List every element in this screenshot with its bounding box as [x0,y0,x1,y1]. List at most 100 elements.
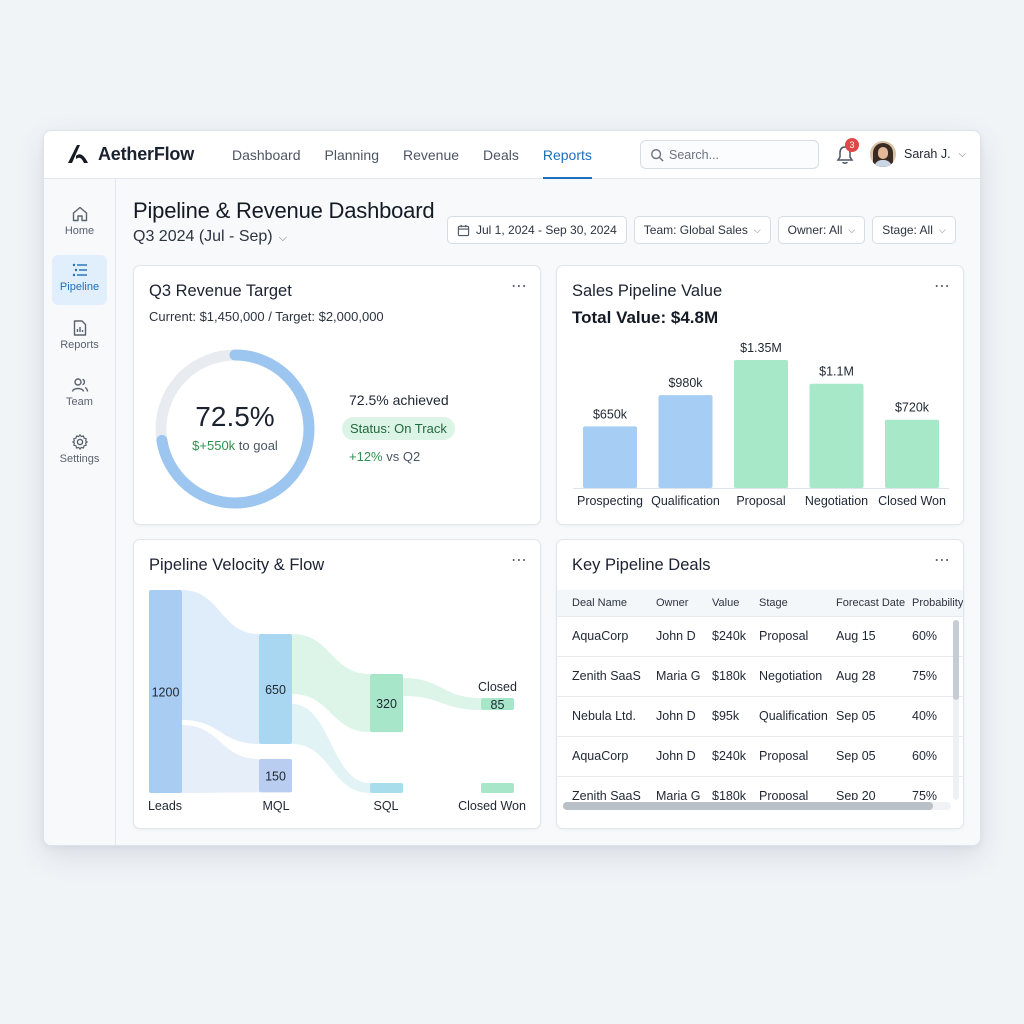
table-cell: $180k [712,775,759,800]
sidebar-item-reports[interactable]: Reports [52,313,107,363]
category-label: Qualification [651,494,720,508]
column-header[interactable]: Forecast Date [836,596,906,609]
card-title: Key Pipeline Deals [572,556,711,574]
flow-leads-to-mql-secondary [182,725,259,793]
flow-node-caption: Closed [478,680,517,694]
brand-logo[interactable]: AetherFlow [66,142,194,166]
more-options-icon[interactable]: ⋯ [511,278,528,295]
nav-item-deals[interactable]: Deals [483,147,519,163]
pipeline-list-icon [72,263,87,277]
table-row[interactable]: AquaCorp John D $240k Proposal Sep 05 60% [557,735,963,776]
flow-node-value: 320 [376,697,397,711]
owner-filter-value: Owner: All [787,223,843,237]
pipeline-total: Total Value: $4.8M [572,308,719,327]
table-cell: $95k [712,695,759,736]
column-header[interactable]: Probability [912,596,964,609]
table-cell: Maria G [656,775,712,800]
date-range-filter[interactable]: Jul 1, 2024 - Sep 30, 2024 [447,216,627,244]
status-badge: Status: On Track [342,417,455,440]
table-row[interactable]: Nebula Ltd. John D $95k Qualification Sep 05… [557,695,963,736]
progress-donut [155,349,315,509]
deals-table: Deal Name Owner Value Stage Forecast Date Pro… [557,590,964,800]
team-icon [71,378,88,392]
column-header[interactable]: Stage [759,596,788,609]
flow-node-leads [149,590,182,793]
donut-progress-arc [155,349,315,509]
more-options-icon[interactable]: ⋯ [511,552,528,569]
bar-value-label: $1.1M [819,365,854,379]
column-header[interactable]: Value [712,596,740,609]
sidebar-item-label: Reports [60,339,99,351]
flow-node-sql [370,674,403,733]
vertical-scrollbar[interactable] [953,620,959,800]
horizontal-scrollbar[interactable] [563,802,951,810]
flow-node-mql [259,634,292,744]
stage-label: Leads [148,799,182,813]
flow-node-value: 1200 [152,686,180,700]
aetherflow-logo-icon [68,145,88,163]
search-box[interactable] [640,140,819,169]
table-header-row: Deal Name Owner Value Stage Forecast Date Pro… [557,590,964,616]
sidebar-item-label: Pipeline [59,281,100,293]
revenue-subtitle: Current: $1,450,000 / Target: $2,000,000 [149,309,384,324]
app-window: AetherFlow Dashboard Planning Revenue Deals… [43,130,981,846]
search-icon [651,149,664,162]
home-icon [72,206,87,222]
search-input[interactable] [669,145,809,165]
period-selector[interactable]: Q3 2024 (Jul - Sep) ⌵ [133,228,287,246]
pipeline-velocity-card: 1200 650 150 320 85 Closed Leads MQL SQL Closed W… [133,539,541,829]
bar-prospecting [583,426,637,488]
team-filter[interactable]: Team: Global Sales ⌵ [633,216,771,244]
table-cell: $240k [712,615,759,656]
scrollbar-thumb[interactable] [953,620,959,700]
sidebar-item-team[interactable]: Team [52,370,107,420]
deals-table-container[interactable]: Deal Name Owner Value Stage Forecast Date Pro… [557,590,964,800]
flow-node-value: 650 [265,683,286,697]
chevron-down-icon: ⌵ [958,148,967,160]
delta-suffix: vs Q2 [382,449,421,464]
pipeline-flow-chart: 1200 650 150 320 85 Closed Leads MQL SQL Closed W… [148,590,526,813]
flow-node-closed [481,698,514,710]
card-title: Q3 Revenue Target [149,282,292,300]
column-header[interactable]: Deal Name [572,596,628,609]
stage-filter-value: Stage: All [882,223,933,237]
sidebar-item-settings[interactable]: Settings [52,427,107,477]
category-label: Prospecting [577,494,643,508]
card-title: Pipeline Velocity & Flow [149,556,325,574]
card-title: Sales Pipeline Value [572,282,723,300]
user-menu[interactable]: Sarah J. ⌵ [870,141,966,167]
table-row[interactable]: Zenith SaaS Maria G $180k Proposal Sep 20 75% [557,775,963,800]
column-header[interactable]: Owner [656,596,689,609]
table-cell: Sep 05 [836,735,912,776]
table-cell: $240k [712,735,759,776]
flow-mql-to-sql [292,634,370,733]
user-name: Sarah J. [904,147,951,161]
more-options-icon[interactable]: ⋯ [934,552,951,569]
scrollbar-thumb[interactable] [563,802,933,810]
stage-filter[interactable]: Stage: All ⌵ [872,216,956,244]
sidebar-item-pipeline[interactable]: Pipeline [52,255,107,305]
gear-icon [71,434,88,450]
chevron-down-icon: ⌵ [848,224,856,235]
table-cell: John D [656,695,712,736]
nav-item-revenue[interactable]: Revenue [403,147,460,163]
sidebar-item-home[interactable]: Home [52,199,107,249]
category-label: Negotiation [805,494,868,508]
bar-proposal [734,360,788,488]
nav-item-reports[interactable]: Reports [531,131,604,179]
table-row[interactable]: Zenith SaaS Maria G $180k Negotiation Aug 28… [557,655,963,696]
table-cell: John D [656,615,712,656]
owner-filter[interactable]: Owner: All ⌵ [777,216,866,244]
nav-item-dashboard[interactable]: Dashboard [232,147,301,163]
table-cell: Proposal [759,615,836,656]
stage-label: MQL [262,799,289,813]
bar-value-label: $1.35M [740,341,782,355]
nav-item-planning[interactable]: Planning [324,147,380,163]
flow-node-value: 150 [265,770,286,784]
top-navigation-bar: AetherFlow Dashboard Planning Revenue Deals… [44,131,980,179]
bar-value-label: $720k [895,401,930,415]
quarter-delta: +12% vs Q2 [349,449,420,464]
table-row[interactable]: AquaCorp John D $240k Proposal Aug 15 60% [557,615,963,656]
more-options-icon[interactable]: ⋯ [934,278,951,295]
goal-amount: $+550k [192,438,236,453]
